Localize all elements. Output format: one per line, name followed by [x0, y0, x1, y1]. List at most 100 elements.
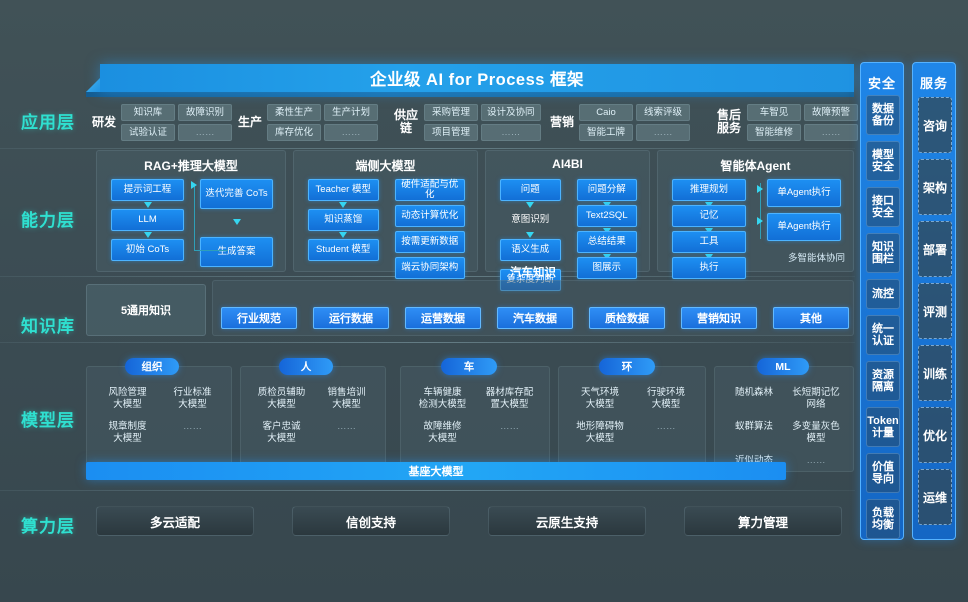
- application-group[interactable]: 研发 知识库试验认证 故障识别 ……: [90, 100, 232, 144]
- application-cells[interactable]: 柔性生产 库存优化 生产计划 ……: [267, 103, 378, 141]
- model-cell[interactable]: 风险管理 大模型: [108, 387, 147, 410]
- capability-panel[interactable]: 智能体Agent 推理规划 记忆 工具 执行 单Agent执行 单Agent执行 多智能体协同: [657, 150, 854, 279]
- capability-node[interactable]: 生成答案: [200, 237, 273, 267]
- application-chip[interactable]: 试验认证: [121, 123, 175, 141]
- model-pill[interactable]: 环: [599, 358, 655, 375]
- knowledge-chip[interactable]: 质检数据: [589, 307, 665, 329]
- capability-node[interactable]: 提示词工程: [111, 179, 184, 201]
- rail-service-item[interactable]: 咨询: [918, 97, 952, 153]
- capability-node[interactable]: 迭代完善 CoTs: [200, 179, 273, 209]
- capability-node[interactable]: 工具: [672, 231, 746, 253]
- flow-arrow-right-icon[interactable]: [757, 185, 763, 193]
- application-chip[interactable]: 知识库: [121, 103, 175, 121]
- application-cells[interactable]: Caio 智能工牌 线索评级 ……: [579, 103, 690, 141]
- application-column[interactable]: 生产计划 ……: [324, 103, 378, 141]
- flow-connector[interactable]: [194, 185, 195, 251]
- application-chip[interactable]: 项目管理: [424, 123, 478, 141]
- rail-service-item[interactable]: 架构: [918, 159, 952, 215]
- model-cell[interactable]: 器材库存配 置大模型: [485, 387, 534, 410]
- capability-panel-title[interactable]: RAG+推理大模型: [144, 159, 238, 173]
- application-chip[interactable]: Caio: [579, 103, 633, 121]
- rail-service-item[interactable]: 优化: [918, 407, 952, 463]
- model-pill[interactable]: 车: [441, 358, 497, 375]
- capability-node[interactable]: 意图识别: [511, 213, 550, 225]
- model-pill[interactable]: 组织: [125, 358, 179, 375]
- knowledge-chip[interactable]: 其他: [773, 307, 849, 329]
- model-cell[interactable]: 规章制度 大模型: [108, 421, 147, 444]
- model-panel[interactable]: ML随机森林长短期记忆网络蚁群算法多变量灰色模型近似动态规划……: [714, 358, 854, 478]
- model-cell[interactable]: 随机森林: [734, 387, 773, 398]
- application-cells[interactable]: 采购管理项目管理 设计及协同 ……: [424, 103, 541, 141]
- capability-node[interactable]: Teacher 模型: [308, 179, 379, 201]
- application-column[interactable]: 车智见 智能维修: [747, 103, 801, 141]
- capability-node[interactable]: 推理规划: [672, 179, 746, 201]
- application-chip[interactable]: 柔性生产: [267, 103, 321, 121]
- application-chip[interactable]: 故障识别: [178, 103, 232, 121]
- compute-chip[interactable]: 信创支持: [292, 506, 450, 536]
- model-cell[interactable]: 天气环境 大模型: [580, 387, 619, 410]
- model-cell[interactable]: ……: [500, 421, 519, 432]
- application-group-name[interactable]: 生产: [237, 114, 262, 129]
- flow-arrow-right-icon[interactable]: [757, 217, 763, 225]
- application-column[interactable]: 线索评级 ……: [636, 103, 690, 141]
- application-chip[interactable]: ……: [636, 123, 690, 141]
- rail-security-item[interactable]: 资源 隔离: [866, 361, 900, 401]
- application-group-name[interactable]: 研发: [91, 114, 116, 129]
- capability-node[interactable]: 知识蒸馏: [308, 209, 379, 231]
- capability-node[interactable]: 初始 CoTs: [111, 239, 184, 261]
- application-chip[interactable]: 智能维修: [747, 123, 801, 141]
- application-chip[interactable]: ……: [804, 123, 858, 141]
- capability-panel-title[interactable]: 端侧大模型: [355, 159, 416, 173]
- application-column[interactable]: 设计及协同 ……: [481, 103, 541, 141]
- application-group[interactable]: 营销 Caio 智能工牌 线索评级 ……: [548, 100, 690, 144]
- model-pill[interactable]: ML: [757, 358, 809, 375]
- model-panel[interactable]: 车车辆健康 检测大模型 器材库存配 置大模型 故障维修 大模型 ……: [400, 358, 550, 472]
- rail-security-item[interactable]: 知识 围栏: [866, 233, 900, 273]
- capability-panel-title[interactable]: 智能体Agent: [720, 159, 791, 173]
- rail-security-item[interactable]: 负载 均衡: [866, 499, 900, 539]
- model-cell[interactable]: 地形障碍物 大模型: [576, 421, 624, 444]
- rail-security-item[interactable]: 流控: [866, 279, 900, 309]
- capability-panel[interactable]: RAG+推理大模型 提示词工程 LLM 初始 CoTs 迭代完善 CoTs 生成答案: [96, 150, 286, 272]
- application-chip[interactable]: ……: [324, 123, 378, 141]
- rail-service-item[interactable]: 评测: [918, 283, 952, 339]
- application-chip[interactable]: 智能工牌: [579, 123, 633, 141]
- capability-node[interactable]: 动态计算优化: [394, 205, 465, 227]
- application-chip[interactable]: ……: [178, 123, 232, 141]
- rail-security-item[interactable]: 模型 安全: [866, 141, 900, 181]
- flow-arrow-down-icon[interactable]: [339, 232, 348, 238]
- model-cell[interactable]: 行业标准 大模型: [173, 387, 212, 410]
- capability-node[interactable]: 复杂度判断: [500, 269, 561, 291]
- model-cell[interactable]: 行驶环境 大模型: [646, 387, 685, 410]
- model-panel[interactable]: 环天气环境 大模型 行驶环境 大模型 地形障碍物 大模型 ……: [558, 358, 706, 472]
- model-cell[interactable]: 蚁群算法: [734, 421, 773, 432]
- application-chip[interactable]: 车智见: [747, 103, 801, 121]
- capability-node[interactable]: 单Agent执行: [767, 179, 841, 207]
- application-chip[interactable]: 生产计划: [324, 103, 378, 121]
- capability-node[interactable]: 硬件适配与优化: [394, 179, 465, 201]
- rail-security-item[interactable]: 数据 备份: [866, 95, 900, 135]
- application-column[interactable]: 知识库 试验认证: [121, 103, 175, 141]
- application-chip[interactable]: 采购管理: [424, 103, 478, 121]
- flow-arrow-down-icon[interactable]: [143, 232, 152, 238]
- capability-node[interactable]: 端云协同架构: [394, 257, 465, 279]
- application-chip[interactable]: ……: [481, 123, 541, 141]
- capability-node[interactable]: 单Agent执行: [767, 213, 841, 241]
- capability-panel-title[interactable]: AI4BI: [552, 157, 583, 171]
- application-column[interactable]: 故障预警 ……: [804, 103, 858, 141]
- knowledge-chip[interactable]: 营销知识: [681, 307, 757, 329]
- rail-security-item[interactable]: 统一 认证: [866, 315, 900, 355]
- flow-arrow-down-icon[interactable]: [143, 202, 152, 208]
- capability-node[interactable]: 执行: [672, 257, 746, 279]
- flow-arrow-down-icon[interactable]: [339, 202, 348, 208]
- model-cell[interactable]: 多变量灰色 模型: [792, 421, 840, 444]
- compute-chip[interactable]: 云原生支持: [488, 506, 646, 536]
- application-column[interactable]: Caio 智能工牌: [579, 103, 633, 141]
- application-column[interactable]: 故障识别 ……: [178, 103, 232, 141]
- application-chip[interactable]: 线索评级: [636, 103, 690, 121]
- knowledge-chip[interactable]: 运营数据: [405, 307, 481, 329]
- model-cell[interactable]: 客户忠诚 大模型: [262, 421, 301, 444]
- model-cell[interactable]: 长短期记忆 网络: [792, 387, 840, 410]
- flow-connector[interactable]: [194, 250, 228, 251]
- knowledge-chip[interactable]: 行业规范: [221, 307, 297, 329]
